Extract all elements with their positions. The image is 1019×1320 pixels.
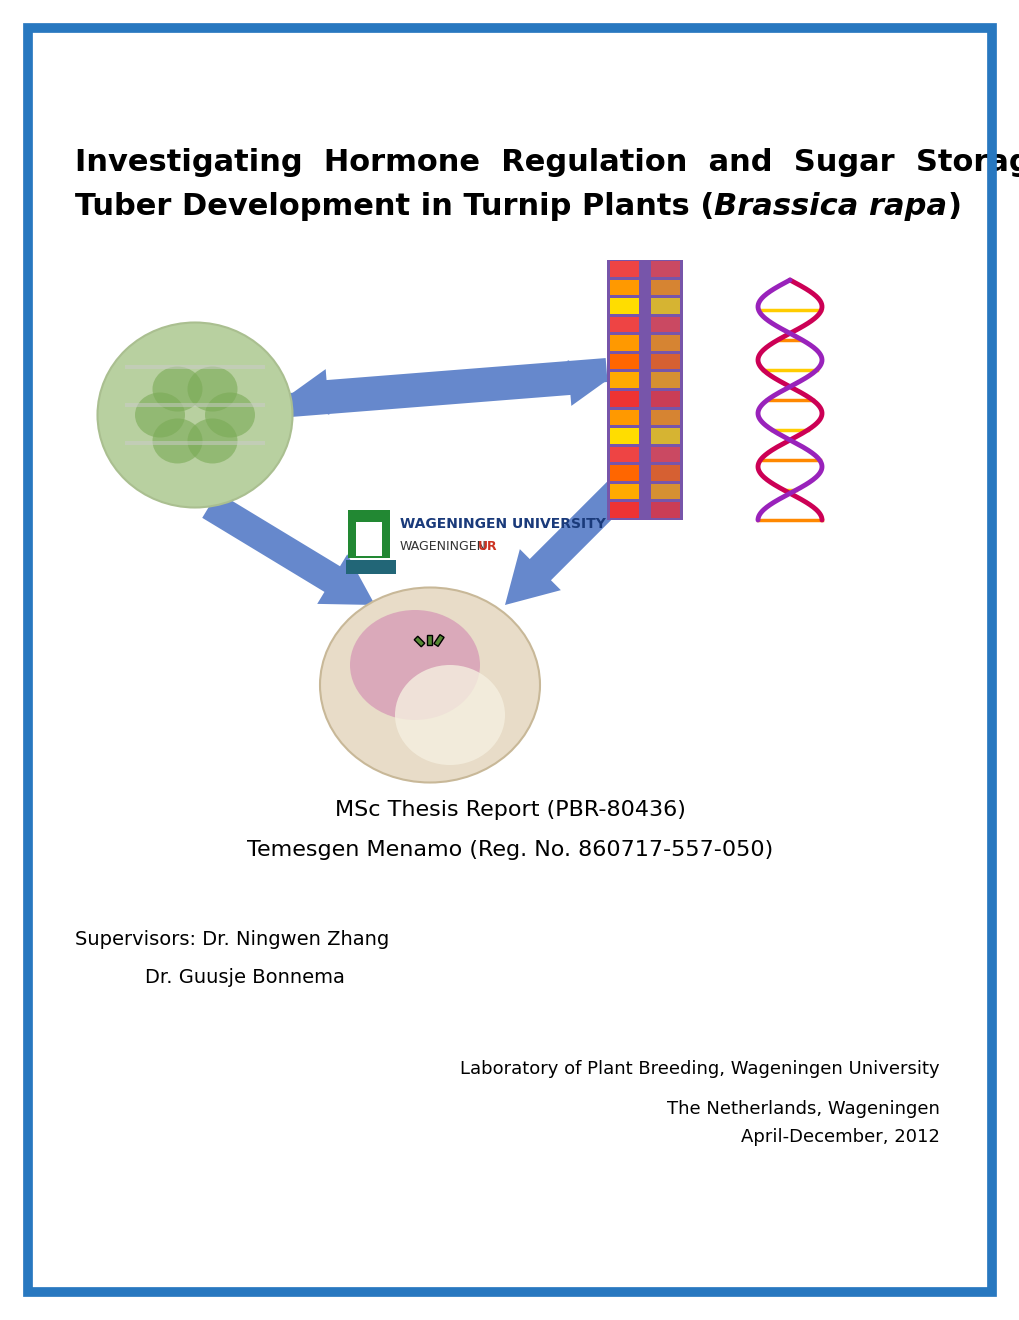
Ellipse shape <box>187 418 237 463</box>
Text: ): ) <box>947 191 961 220</box>
Ellipse shape <box>135 392 184 437</box>
Text: Supervisors: Dr. Ningwen Zhang: Supervisors: Dr. Ningwen Zhang <box>75 931 389 949</box>
Ellipse shape <box>394 665 504 766</box>
Text: Temesgen Menamo (Reg. No. 860717-557-050): Temesgen Menamo (Reg. No. 860717-557-050… <box>247 840 772 861</box>
Bar <box>609 261 638 277</box>
Bar <box>650 446 680 462</box>
Text: The Netherlands, Wageningen: The Netherlands, Wageningen <box>666 1100 940 1118</box>
Bar <box>347 510 389 558</box>
Bar <box>609 280 638 296</box>
Ellipse shape <box>187 367 237 412</box>
Bar <box>609 372 638 388</box>
Bar <box>650 428 680 444</box>
Bar <box>650 409 680 425</box>
Bar <box>125 366 265 370</box>
Bar <box>650 354 680 370</box>
Polygon shape <box>289 358 607 414</box>
Ellipse shape <box>98 322 292 507</box>
FancyArrow shape <box>414 636 424 647</box>
Polygon shape <box>504 470 640 605</box>
Ellipse shape <box>350 610 480 719</box>
Text: April-December, 2012: April-December, 2012 <box>741 1129 940 1146</box>
Text: Laboratory of Plant Breeding, Wageningen University: Laboratory of Plant Breeding, Wageningen… <box>460 1060 940 1078</box>
Bar <box>609 317 638 333</box>
Bar <box>650 465 680 480</box>
Text: Brassica rapa: Brassica rapa <box>713 191 947 220</box>
Bar <box>609 409 638 425</box>
Bar <box>609 335 638 351</box>
Bar <box>609 391 638 407</box>
Bar <box>650 280 680 296</box>
Ellipse shape <box>205 392 255 437</box>
Ellipse shape <box>153 367 203 412</box>
Bar <box>345 560 395 574</box>
Bar <box>609 428 638 444</box>
Bar <box>606 260 683 520</box>
Polygon shape <box>202 492 375 605</box>
Polygon shape <box>289 360 606 417</box>
Bar <box>650 261 680 277</box>
Text: Dr. Guusje Bonnema: Dr. Guusje Bonnema <box>145 968 344 987</box>
Text: WAGENINGEN UNIVERSITY: WAGENINGEN UNIVERSITY <box>399 517 605 531</box>
Ellipse shape <box>320 587 539 783</box>
Bar <box>609 354 638 370</box>
Bar <box>609 298 638 314</box>
Bar <box>609 465 638 480</box>
Bar <box>650 317 680 333</box>
Bar <box>650 484 680 499</box>
Text: WAGENINGEN: WAGENINGEN <box>399 540 486 553</box>
Text: Tuber Development in Turnip Plants (: Tuber Development in Turnip Plants ( <box>75 191 713 220</box>
Bar <box>125 441 265 445</box>
Bar <box>650 391 680 407</box>
Text: Investigating  Hormone  Regulation  and  Sugar  Storage  during: Investigating Hormone Regulation and Sug… <box>75 148 1019 177</box>
Ellipse shape <box>153 418 203 463</box>
Bar <box>609 484 638 499</box>
Bar <box>650 335 680 351</box>
Bar <box>356 521 382 556</box>
Text: MSc Thesis Report (PBR-80436): MSc Thesis Report (PBR-80436) <box>334 800 685 820</box>
Text: UR: UR <box>478 540 497 553</box>
Bar <box>650 372 680 388</box>
Bar <box>125 403 265 407</box>
Bar <box>650 503 680 517</box>
Bar <box>609 503 638 517</box>
Bar <box>650 298 680 314</box>
Bar <box>609 446 638 462</box>
FancyArrow shape <box>427 635 432 645</box>
FancyArrow shape <box>433 635 443 647</box>
